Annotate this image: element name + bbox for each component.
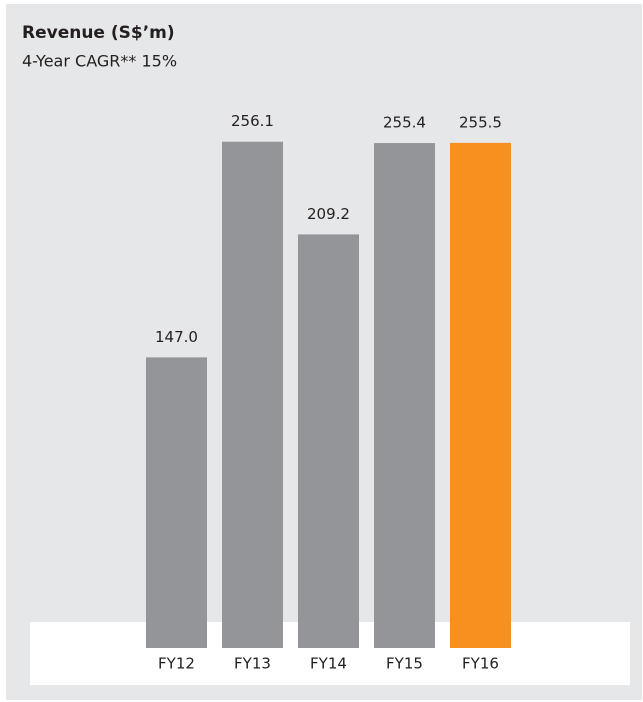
value-label: 255.5 xyxy=(459,113,502,131)
value-label: 147.0 xyxy=(155,328,198,346)
value-label: 256.1 xyxy=(231,112,274,130)
chart-title: Revenue (S$’m) xyxy=(22,23,175,43)
bar xyxy=(450,142,511,648)
bar xyxy=(146,357,207,648)
bar xyxy=(298,234,359,648)
x-tick-label: FY13 xyxy=(234,655,271,673)
x-tick-label: FY16 xyxy=(462,655,499,673)
x-tick-label: FY12 xyxy=(158,655,195,673)
x-tick-label: FY14 xyxy=(310,655,347,673)
value-label: 209.2 xyxy=(307,205,350,223)
chart-subtitle: 4-Year CAGR** 15% xyxy=(22,52,177,71)
bar xyxy=(374,143,435,648)
bar xyxy=(222,141,283,648)
value-label: 255.4 xyxy=(383,114,426,132)
x-tick-label: FY15 xyxy=(386,655,423,673)
